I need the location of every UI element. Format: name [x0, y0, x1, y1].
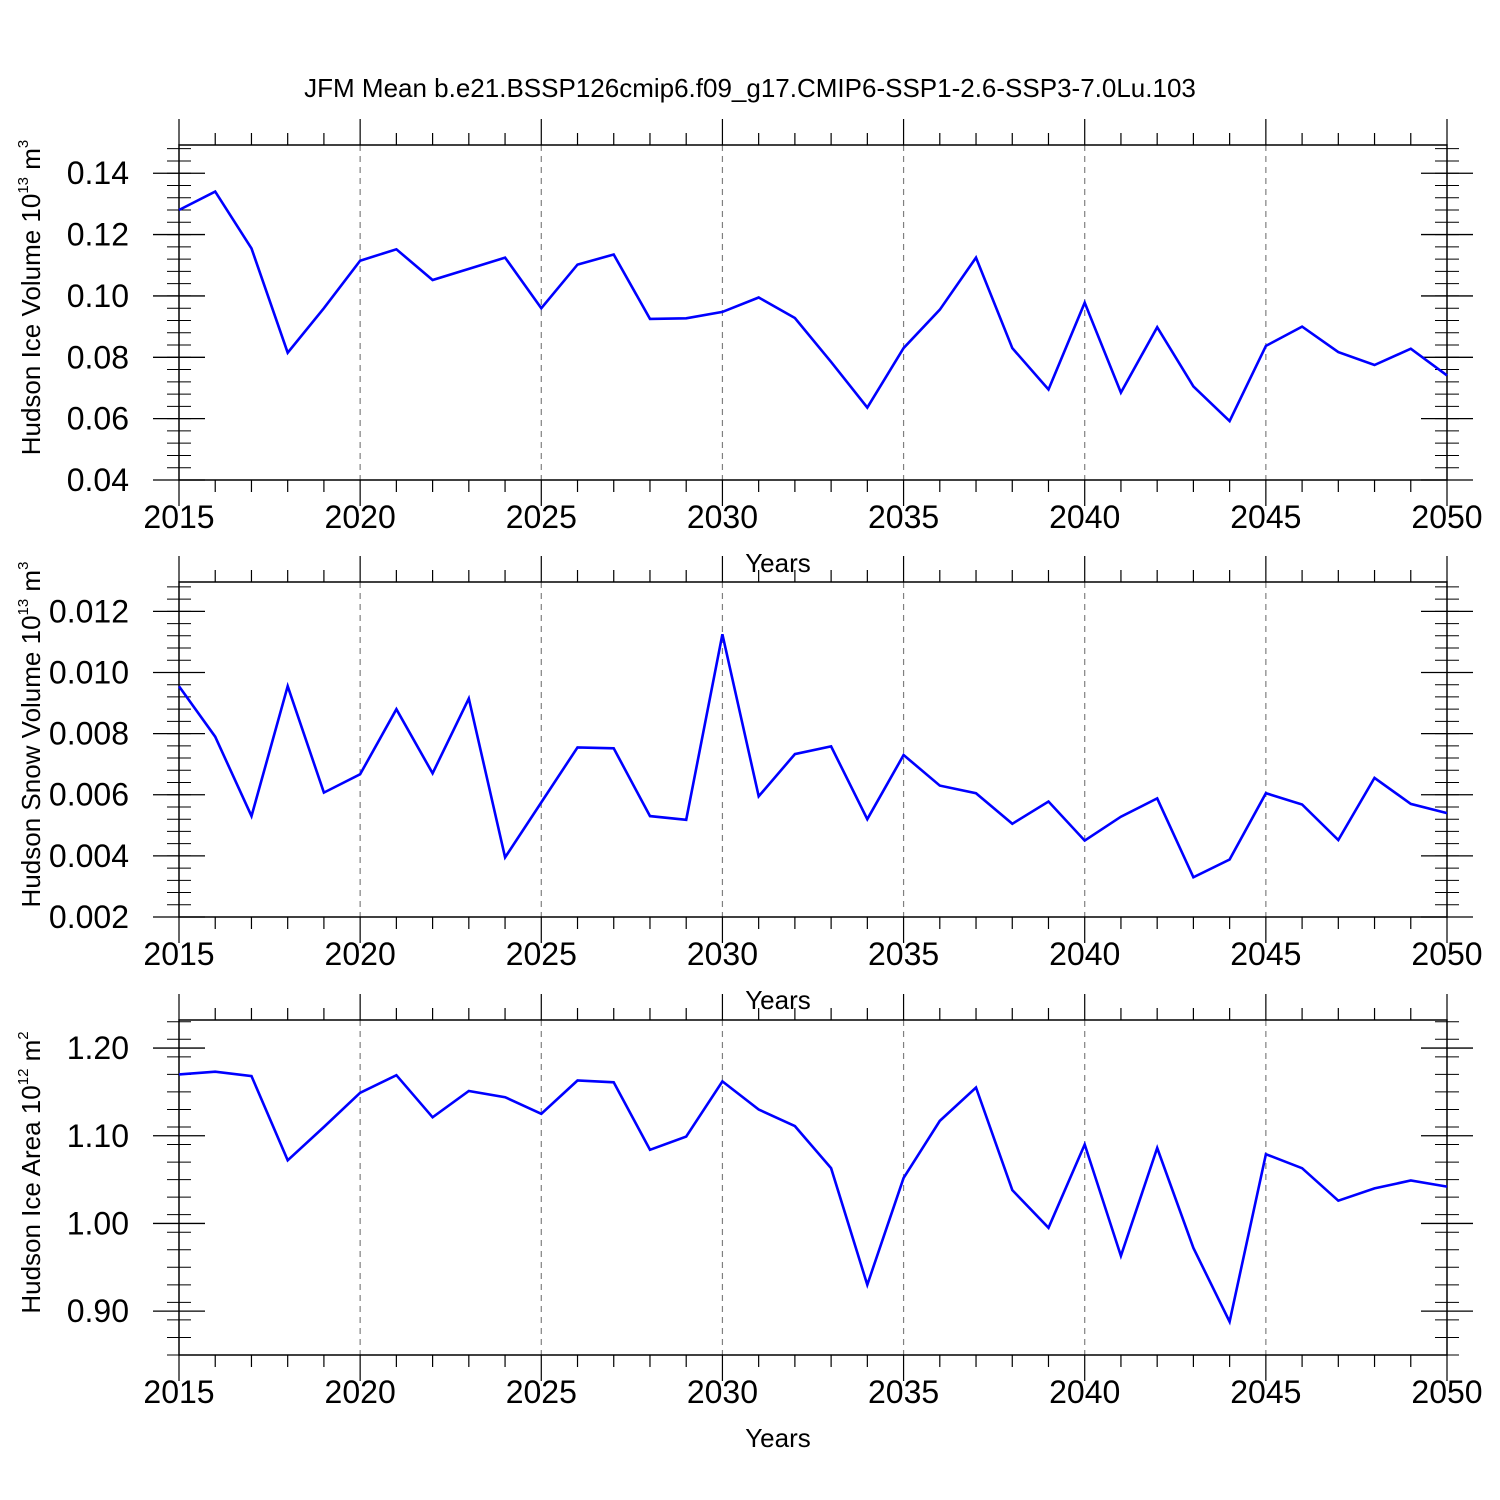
y-axis-label-text: m — [16, 148, 46, 177]
x-tick-label: 2040 — [1049, 936, 1120, 972]
series-line-1 — [178, 189, 1448, 424]
y-tick-label: 0.008 — [49, 716, 129, 752]
y-axis-label-superscript: 13 — [15, 599, 32, 616]
y-axis-label: Hudson Ice Volume 1013 m3 — [15, 140, 46, 456]
y-axis-label-text: Hudson Ice Volume 10 — [16, 194, 46, 456]
y-tick-label: 1.00 — [67, 1205, 129, 1241]
y-axis-label-text: m — [16, 570, 46, 599]
y-axis-label-superscript: 3 — [15, 140, 32, 148]
plot-frame — [178, 144, 1448, 481]
chart-panel-3: 2015 2020 2025 2030 2035 2040 2045 2050 Years 0.9… — [15, 994, 1483, 1453]
x-tick-label: 2015 — [143, 499, 214, 535]
y-tick-label: 1.20 — [67, 1030, 129, 1066]
x-tick-label: 2045 — [1230, 936, 1301, 972]
x-tick-label: 2045 — [1230, 1374, 1301, 1410]
y-axis-label-superscript: 2 — [15, 1031, 32, 1039]
x-tick-label: 2030 — [687, 1374, 758, 1410]
y-tick-label: 0.010 — [49, 654, 129, 690]
y-tick-label: 0.10 — [67, 278, 129, 314]
x-tick-label: 2015 — [143, 936, 214, 972]
x-tick-label: 2015 — [143, 1374, 214, 1410]
x-axis-label: Years — [745, 548, 811, 578]
y-axis-label: Hudson Ice Area 1012 m2 — [15, 1031, 46, 1313]
series-line-1 — [178, 1070, 1448, 1326]
x-tick-label: 2035 — [868, 936, 939, 972]
x-tick-label: 2030 — [687, 499, 758, 535]
y-tick-label: 0.004 — [49, 838, 129, 874]
x-tick-label: 2020 — [325, 1374, 396, 1410]
x-tick-label: 2030 — [687, 936, 758, 972]
x-tick-label: 2035 — [868, 499, 939, 535]
y-tick-label: 0.006 — [49, 777, 129, 813]
x-tick-label: 2025 — [506, 499, 577, 535]
y-tick-label: 1.10 — [67, 1118, 129, 1154]
y-tick-label: 0.002 — [49, 899, 129, 935]
y-tick-label: 0.08 — [67, 339, 129, 375]
x-tick-label: 2025 — [506, 936, 577, 972]
x-tick-label: 2050 — [1411, 499, 1482, 535]
plot-frame — [178, 1019, 1448, 1356]
plot-frame — [178, 581, 1448, 918]
y-axis-label-text: Hudson Snow Volume 10 — [16, 615, 46, 907]
x-tick-label: 2050 — [1411, 936, 1482, 972]
y-tick-label: 0.012 — [49, 593, 129, 629]
x-tick-label: 2045 — [1230, 499, 1301, 535]
y-axis-label-superscript: 3 — [15, 562, 32, 570]
x-tick-label: 2020 — [325, 499, 396, 535]
x-tick-label: 2050 — [1411, 1374, 1482, 1410]
x-tick-label: 2025 — [506, 1374, 577, 1410]
chart-panel-1: 2015 2020 2025 2030 2035 2040 2045 2050 Years 0.0… — [15, 119, 1483, 578]
y-tick-label: 0.12 — [67, 217, 129, 253]
series-line-1 — [177, 634, 1448, 880]
y-axis-label-text: m — [16, 1040, 46, 1069]
x-tick-label: 2020 — [325, 936, 396, 972]
x-tick-label: 2040 — [1049, 1374, 1120, 1410]
x-tick-label: 2040 — [1049, 499, 1120, 535]
figure-title: JFM Mean b.e21.BSSP126cmip6.f09_g17.CMIP… — [304, 73, 1196, 103]
y-tick-label: 0.04 — [67, 462, 129, 498]
y-axis-label-superscript: 12 — [15, 1069, 32, 1086]
y-tick-label: 0.14 — [67, 155, 129, 191]
y-axis-label: Hudson Snow Volume 1013 m3 — [15, 562, 46, 908]
x-axis-label: Years — [745, 985, 811, 1015]
y-axis-label-superscript: 13 — [15, 177, 32, 194]
x-axis-label: Years — [745, 1423, 811, 1453]
y-tick-label: 0.90 — [67, 1293, 129, 1329]
chart-panel-2: 2015 2020 2025 2030 2035 2040 2045 2050 Years 0.0… — [15, 556, 1483, 1015]
y-tick-label: 0.06 — [67, 401, 129, 437]
x-tick-label: 2035 — [868, 1374, 939, 1410]
y-axis-label-text: Hudson Ice Area 10 — [16, 1085, 46, 1313]
